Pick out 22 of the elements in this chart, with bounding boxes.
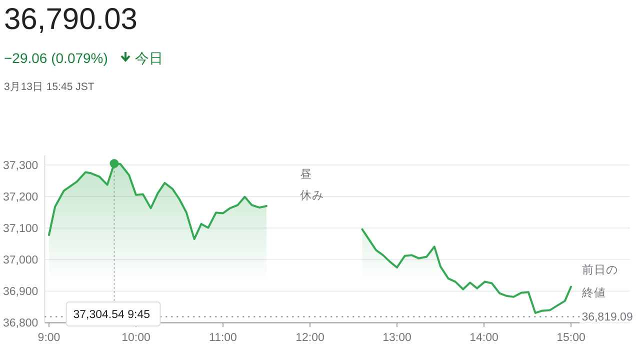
x-tick-label: 11:00 (209, 332, 237, 344)
y-tick-label: 37,000 (3, 254, 38, 267)
annotation: 36,819.09 (582, 312, 633, 324)
y-tick-label: 37,100 (3, 223, 38, 236)
x-tick-label: 10:00 (122, 332, 150, 344)
x-tick-label: 15:00 (556, 332, 586, 344)
y-tick-label: 37,300 (3, 160, 38, 172)
text: 3月13日 15:45 JST (4, 81, 95, 93)
ref-line-label: 前日の終値 (581, 264, 618, 300)
annotation: 昼 (300, 168, 312, 181)
y-tick-label: 36,800 (3, 318, 38, 330)
x-tick-label: 14:00 (470, 332, 498, 344)
chart-subtitle: −29.06 (0.079%) (4, 50, 108, 66)
annotation: 37,304.54 9:45 (73, 309, 150, 321)
y-tick-label: 37,200 (3, 192, 38, 204)
annotation: 休み (300, 189, 324, 202)
text: 今日 (135, 50, 163, 66)
x-tick-label: 12:00 (296, 332, 324, 344)
y-tick-label: 36,900 (3, 286, 38, 298)
chart-title: 36,790.03 (4, 3, 138, 36)
x-tick-label: 9:00 (38, 332, 60, 344)
x-tick-label: 13:00 (382, 332, 412, 344)
